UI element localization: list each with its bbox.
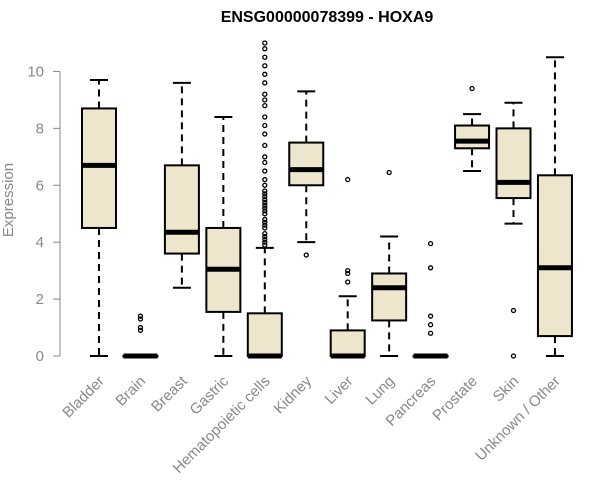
x-tick-label: Liver [322, 373, 357, 408]
outlier-point [262, 159, 268, 166]
box-group [371, 169, 408, 357]
box-group [454, 85, 491, 173]
outlier-point [262, 91, 268, 97]
outlier-point [262, 216, 268, 223]
outlier-point [262, 236, 268, 242]
outlier-point [262, 196, 268, 203]
outlier-point [262, 176, 268, 183]
outlier-point [345, 176, 351, 183]
iqr-box [454, 124, 491, 150]
outlier-point [262, 46, 268, 52]
outlier-point [137, 324, 144, 331]
iqr-box [495, 127, 532, 200]
outlier-point [262, 97, 268, 103]
outlier-point [262, 205, 268, 211]
outlier-point [262, 208, 268, 214]
x-tick-label: Kidney [271, 372, 316, 417]
outlier-point [262, 188, 268, 194]
iqr-box [246, 312, 283, 357]
chart-title: ENSG00000078399 - HOXA9 [221, 9, 434, 26]
box-group [288, 90, 325, 258]
outlier-point [262, 71, 268, 77]
outlier-point [262, 233, 268, 240]
box-group [412, 240, 449, 359]
outlier-point [345, 270, 351, 277]
outlier-point [469, 85, 475, 92]
y-tick-label: 6 [36, 177, 44, 194]
outlier-point [262, 63, 268, 69]
box-group [205, 115, 242, 357]
x-tick-label: Lung [362, 373, 398, 409]
box-group [81, 78, 117, 357]
outlier-point [303, 252, 309, 258]
outlier-point [262, 239, 268, 245]
box-group [536, 56, 573, 357]
outlier-point [262, 54, 268, 60]
y-axis: 0 2 4 6 8 10 [27, 63, 61, 365]
outlier-point [262, 219, 268, 225]
outlier-point [262, 142, 268, 149]
outlier-point [262, 199, 268, 205]
outlier-point [386, 169, 392, 176]
y-tick-label: 4 [36, 234, 44, 251]
outlier-point [262, 182, 268, 188]
iqr-box [163, 164, 200, 255]
iqr-box [536, 174, 573, 338]
outlier-point [262, 102, 268, 109]
box-group [246, 40, 283, 359]
iqr-box [288, 141, 325, 187]
outlier-point [262, 202, 268, 208]
outlier-point [262, 154, 268, 160]
y-axis-label: Expression [0, 163, 17, 237]
outlier-point [345, 279, 351, 285]
outlier-point [262, 131, 268, 137]
outlier-point [262, 225, 268, 231]
x-tick-label: Brain [112, 373, 149, 410]
outlier-point [510, 353, 517, 359]
outlier-point [427, 322, 434, 328]
y-tick-label: 0 [36, 348, 44, 365]
x-tick-label: Breast [148, 372, 191, 415]
y-tick-label: 10 [27, 63, 44, 80]
iqr-box [371, 272, 408, 322]
outlier-point [262, 114, 268, 120]
outlier-point [427, 313, 434, 319]
outlier-point [345, 267, 351, 274]
iqr-box [81, 107, 117, 229]
y-tick-label: 8 [36, 120, 44, 137]
x-tick-label: Bladder [59, 373, 108, 422]
outlier-point [510, 307, 517, 314]
y-tick-label: 2 [36, 291, 44, 308]
outlier-point [427, 240, 434, 247]
outlier-point [137, 316, 144, 322]
x-tick-label: Skin [490, 373, 523, 406]
box-group [495, 101, 532, 359]
outlier-point [262, 222, 268, 228]
outlier-point [262, 168, 268, 174]
outlier-point [427, 330, 434, 336]
outlier-point [137, 313, 144, 319]
outlier-point [427, 265, 434, 271]
outlier-point [262, 211, 268, 217]
outlier-point [137, 327, 144, 334]
boxes-layer [81, 40, 573, 359]
box-group [329, 176, 366, 359]
box-group [163, 81, 200, 289]
outlier-point [262, 191, 268, 197]
outlier-point [262, 242, 268, 248]
iqr-box [329, 329, 366, 357]
outlier-point [262, 194, 268, 200]
outlier-point [262, 40, 268, 46]
outlier-point [262, 230, 268, 237]
outlier-point [262, 80, 268, 86]
outlier-point [262, 122, 268, 129]
x-tick-label: Prostate [429, 373, 481, 425]
box-group [122, 313, 159, 359]
